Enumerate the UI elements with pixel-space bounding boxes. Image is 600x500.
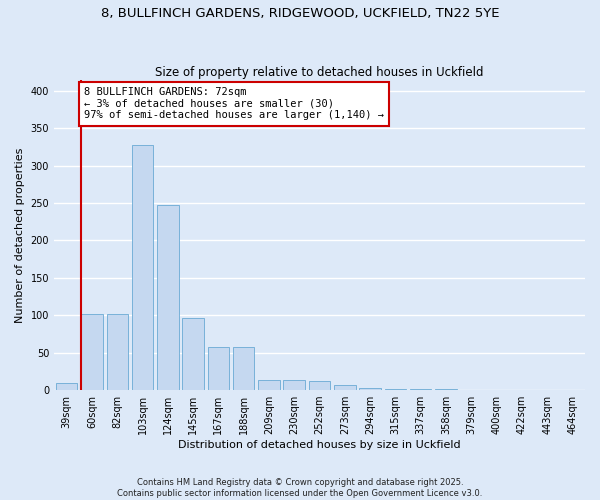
Text: 8 BULLFINCH GARDENS: 72sqm
← 3% of detached houses are smaller (30)
97% of semi-: 8 BULLFINCH GARDENS: 72sqm ← 3% of detac…	[84, 87, 384, 120]
Bar	[208, 346, 229, 390]
Bar	[157, 206, 179, 390]
Y-axis label: Number of detached properties: Number of detached properties	[15, 147, 25, 322]
Text: 8, BULLFINCH GARDENS, RIDGEWOOD, UCKFIELD, TN22 5YE: 8, BULLFINCH GARDENS, RIDGEWOOD, UCKFIEL…	[101, 8, 499, 20]
Bar	[385, 388, 406, 390]
Bar	[56, 382, 77, 390]
Bar	[283, 380, 305, 390]
X-axis label: Distribution of detached houses by size in Uckfield: Distribution of detached houses by size …	[178, 440, 461, 450]
Bar	[334, 385, 356, 390]
Bar	[132, 146, 153, 390]
Bar	[81, 314, 103, 390]
Bar	[309, 381, 330, 390]
Bar	[258, 380, 280, 390]
Bar	[233, 346, 254, 390]
Bar	[359, 388, 381, 390]
Title: Size of property relative to detached houses in Uckfield: Size of property relative to detached ho…	[155, 66, 484, 78]
Text: Contains HM Land Registry data © Crown copyright and database right 2025.
Contai: Contains HM Land Registry data © Crown c…	[118, 478, 482, 498]
Bar	[107, 314, 128, 390]
Bar	[182, 318, 204, 390]
